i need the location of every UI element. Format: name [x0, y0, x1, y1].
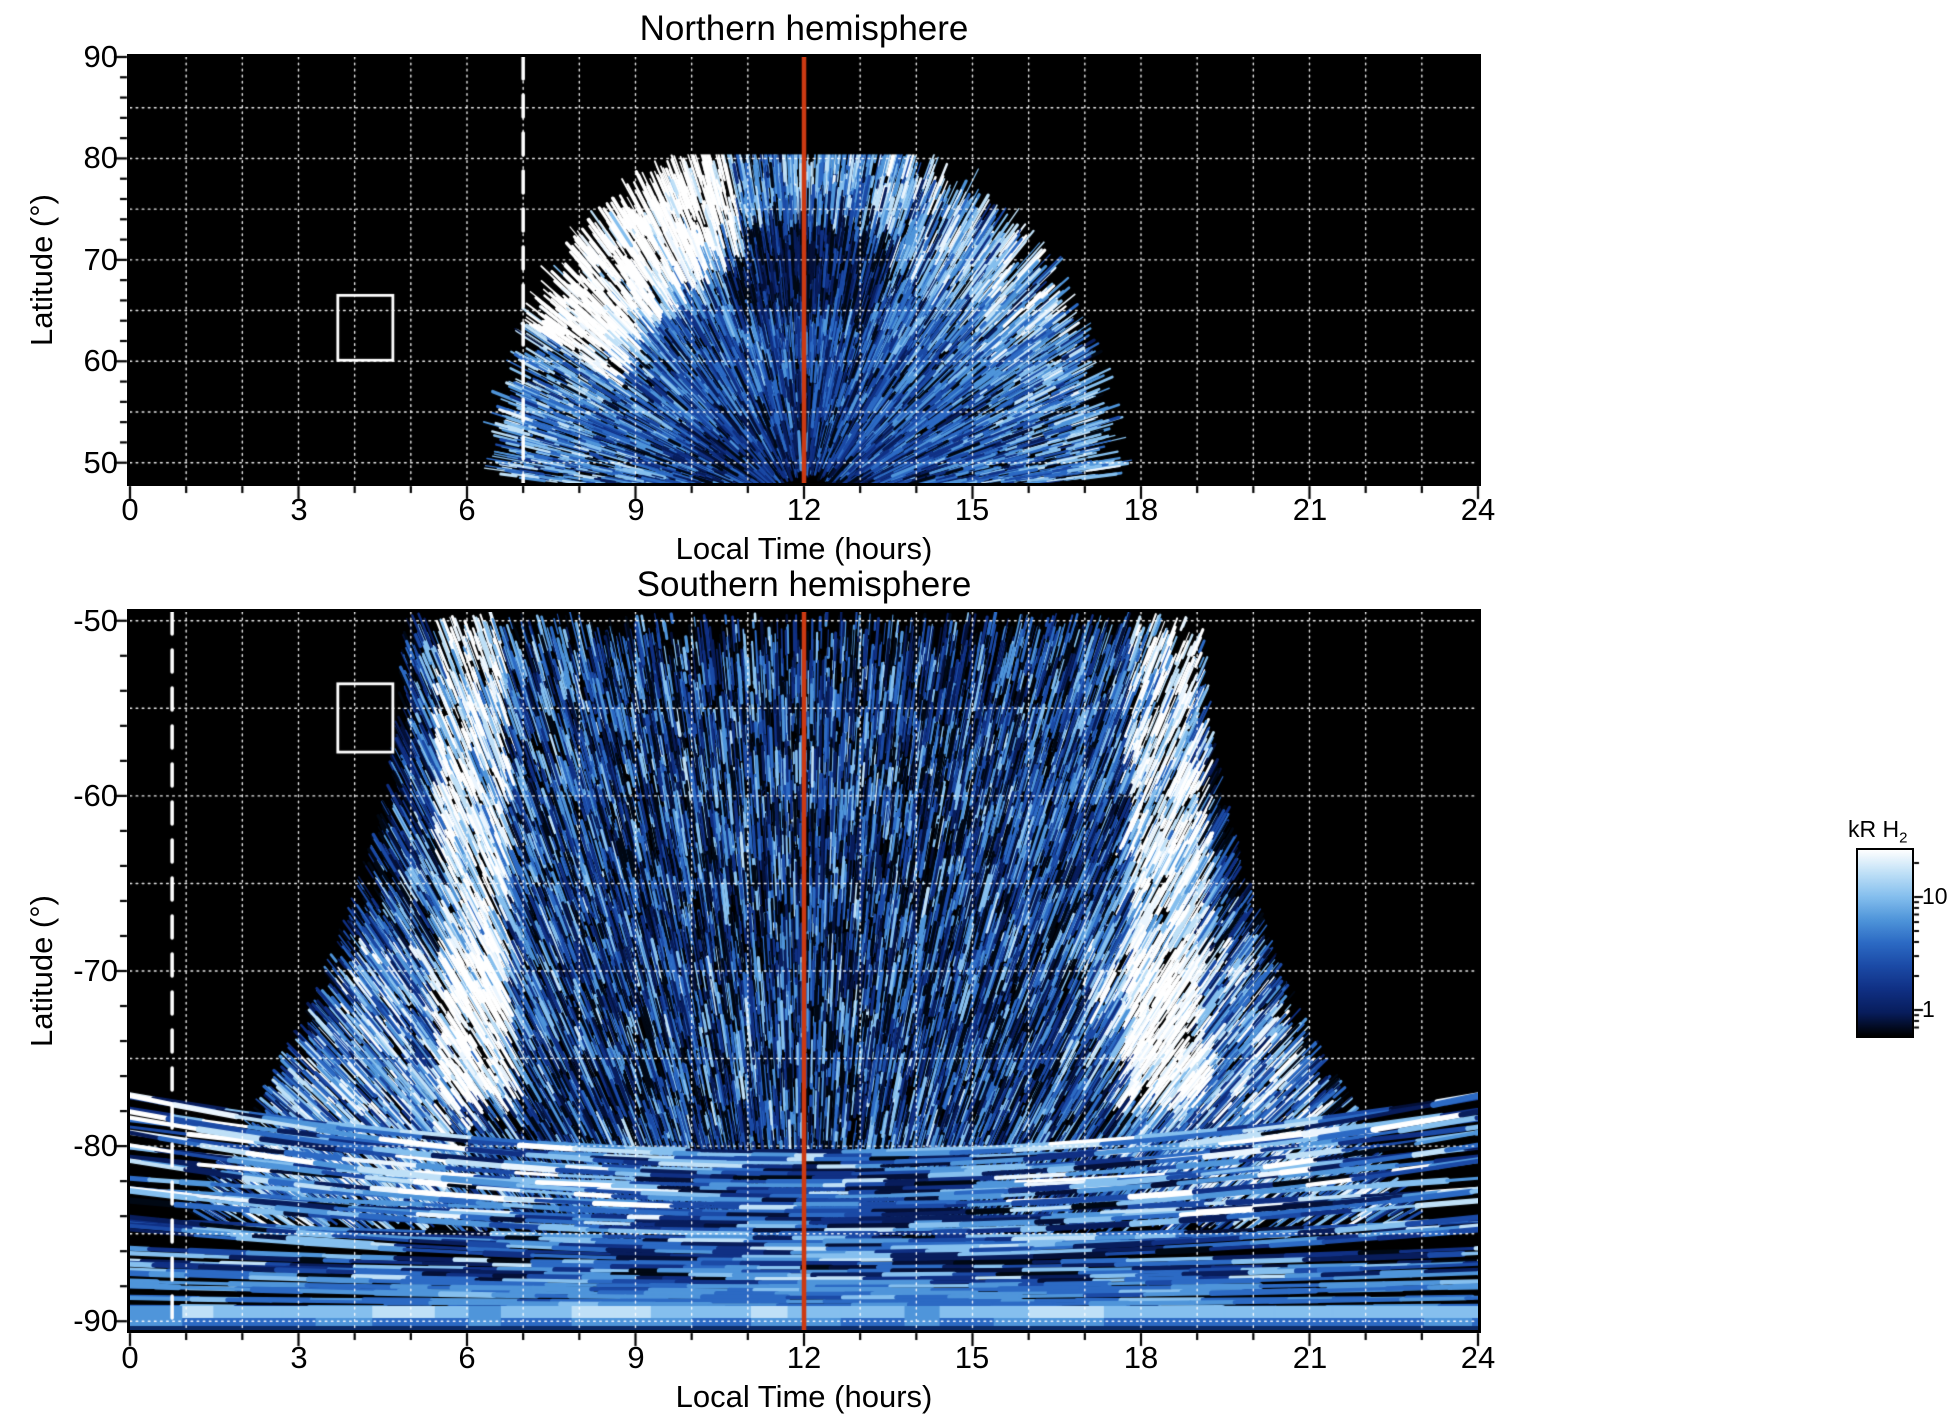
colorbar-tick-1: 1 [1922, 996, 1935, 1022]
south-x-tick-24: 24 [1460, 1340, 1496, 1375]
south-x-axis-label: Local Time (hours) [675, 1379, 933, 1414]
south-panel [127, 609, 1481, 1333]
north-y-tick-80: 80 [83, 140, 118, 175]
south-heatmap-canvas [130, 612, 1478, 1330]
south-x-tick-21: 21 [1292, 1340, 1328, 1375]
north-heatmap-canvas [130, 57, 1478, 483]
north-title: Northern hemisphere [639, 9, 969, 48]
south-x-tick-6: 6 [458, 1340, 476, 1375]
colorbar-title: kR H2 [1848, 816, 1907, 847]
colorbar-tick-10: 10 [1922, 883, 1948, 909]
north-y-tick-90: 90 [83, 39, 118, 74]
south-y-tick-n80: -80 [73, 1128, 118, 1163]
north-x-tick-0: 0 [121, 492, 139, 527]
north-x-tick-21: 21 [1292, 492, 1328, 527]
north-x-tick-15: 15 [954, 492, 990, 527]
south-x-tick-12: 12 [786, 1340, 822, 1375]
south-y-tick-n70: -70 [73, 953, 118, 988]
south-y-tick-n90: -90 [73, 1303, 118, 1338]
north-panel [127, 54, 1481, 486]
north-y-tick-70: 70 [83, 242, 118, 277]
colorbar-gradient [1858, 850, 1912, 1036]
south-x-tick-18: 18 [1123, 1340, 1159, 1375]
north-y-tick-60: 60 [83, 343, 118, 378]
south-x-tick-9: 9 [627, 1340, 645, 1375]
north-x-tick-9: 9 [627, 492, 645, 527]
south-x-tick-15: 15 [954, 1340, 990, 1375]
south-y-axis-label: Latitude (°) [24, 895, 59, 1047]
colorbar [1856, 848, 1914, 1038]
north-y-tick-50: 50 [83, 445, 118, 480]
south-y-tick-n60: -60 [73, 778, 118, 813]
north-x-tick-6: 6 [458, 492, 476, 527]
south-y-tick-n50: -50 [73, 603, 118, 638]
south-x-tick-3: 3 [290, 1340, 308, 1375]
colorbar-title-text: kR H [1848, 816, 1900, 842]
north-x-tick-18: 18 [1123, 492, 1159, 527]
north-x-tick-24: 24 [1460, 492, 1496, 527]
south-x-tick-0: 0 [121, 1340, 139, 1375]
north-x-tick-12: 12 [786, 492, 822, 527]
south-title: Southern hemisphere [636, 565, 972, 604]
north-x-tick-3: 3 [290, 492, 308, 527]
north-y-axis-label: Latitude (°) [24, 194, 59, 346]
north-x-axis-label: Local Time (hours) [675, 531, 933, 566]
colorbar-title-subscript: 2 [1899, 829, 1908, 847]
